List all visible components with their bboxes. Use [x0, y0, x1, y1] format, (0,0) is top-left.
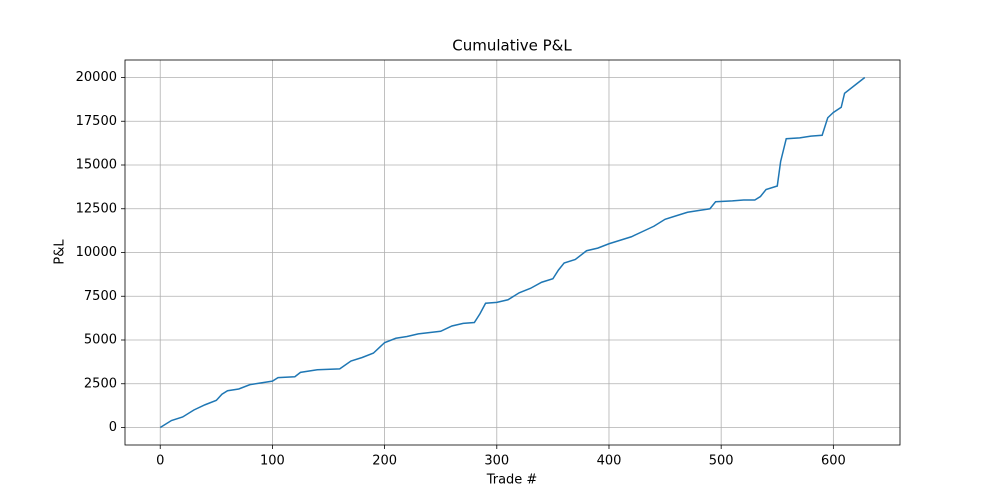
y-tick-label: 15000: [76, 158, 117, 173]
y-tick-label: 5000: [84, 333, 117, 348]
x-tick-label: 300: [484, 454, 509, 469]
x-tick-label: 500: [709, 454, 734, 469]
y-tick-label: 17500: [76, 114, 117, 129]
y-tick-label: 2500: [84, 376, 117, 391]
y-axis-label: P&L: [53, 239, 68, 265]
x-tick-label: 200: [372, 454, 397, 469]
x-tick-label: 100: [260, 454, 285, 469]
y-tick-label: 0: [109, 420, 117, 435]
x-tick-label: 400: [597, 454, 622, 469]
chart-title: Cumulative P&L: [452, 37, 572, 55]
y-tick-label: 20000: [76, 70, 117, 85]
line: [159, 76, 866, 429]
x-tick-label: 600: [821, 454, 846, 469]
x-tick-label: 0: [156, 454, 164, 469]
x-axis-label: Trade #: [486, 473, 538, 488]
y-tick-label: 7500: [84, 289, 117, 304]
y-tick-label: 12500: [76, 201, 117, 216]
plot-frame: [124, 59, 901, 446]
y-tick-label: 10000: [76, 245, 117, 260]
